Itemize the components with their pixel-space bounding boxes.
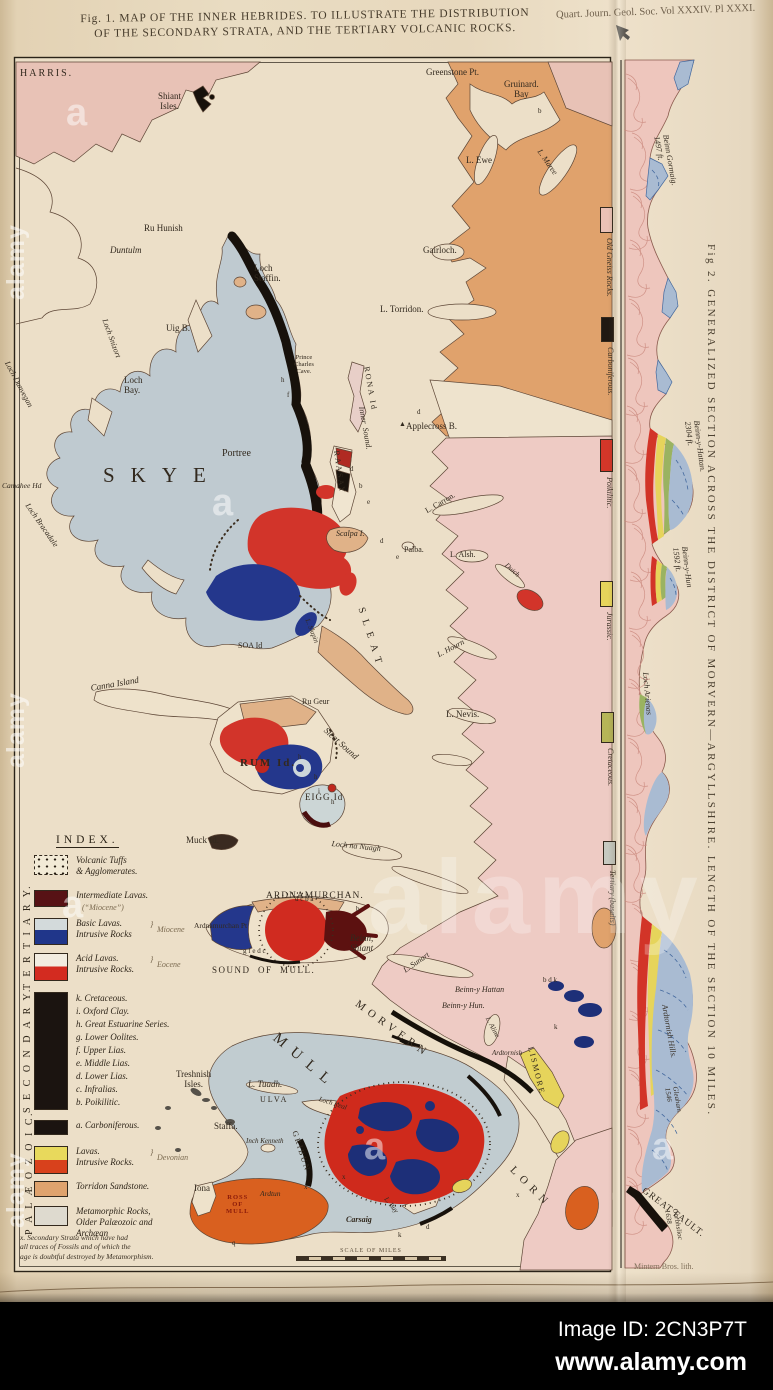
section-legend-swatch bbox=[600, 581, 613, 607]
section-legend-label: Jurassic. bbox=[605, 612, 614, 641]
map-label: h bbox=[314, 773, 318, 781]
map-label: e bbox=[396, 553, 400, 561]
map-artwork bbox=[0, 25, 773, 1293]
map-label: RUM Id. bbox=[240, 757, 297, 769]
scale-bar: SCALE OF MILES bbox=[296, 1248, 446, 1261]
map-label: b bbox=[538, 107, 542, 115]
map-label: b bbox=[359, 482, 363, 490]
map-label: Greenstone Pt. bbox=[426, 67, 479, 77]
map-label: L. Nevis. bbox=[446, 709, 480, 719]
map-label: d bbox=[426, 1223, 430, 1231]
map-label: h bbox=[331, 798, 335, 806]
map-label: Shiant Isles. bbox=[158, 91, 182, 111]
map-label: Muck Id. bbox=[186, 835, 219, 845]
map-label: Ardnamurchan Pt bbox=[194, 921, 248, 930]
map-label: h bbox=[281, 376, 285, 384]
section-legend-swatch bbox=[601, 712, 614, 743]
map-label: Ardtun bbox=[260, 1189, 281, 1198]
map-label: SKYE bbox=[103, 463, 222, 487]
map-label: Uig B. bbox=[166, 323, 191, 333]
section-label: Gleaham. 1546 bbox=[663, 1085, 684, 1115]
map-label: Camahee Hd bbox=[2, 481, 42, 490]
map-label: Loch Staffin. bbox=[254, 263, 281, 283]
section-legend-label: Cretaceous. bbox=[606, 748, 615, 787]
map-label: Palba. bbox=[404, 545, 424, 554]
map-label: ULVA bbox=[260, 1095, 289, 1104]
map-label: Scalpa I. bbox=[336, 529, 365, 538]
map-label: x bbox=[342, 1173, 346, 1181]
map-label: d bbox=[417, 408, 421, 416]
map-label: b d k bbox=[543, 976, 557, 984]
scale-bar-label: SCALE OF MILES bbox=[340, 1248, 402, 1254]
map-label: e bbox=[367, 498, 371, 506]
map-label: SOUND OF MULL. bbox=[212, 965, 316, 975]
map-label: d c b a bbox=[295, 895, 314, 903]
map-label: Ardtornish bbox=[492, 1049, 523, 1057]
map-label: Ru Geur bbox=[302, 697, 330, 706]
map-label: g f e d c bbox=[243, 947, 266, 955]
section-legend-swatch bbox=[603, 841, 616, 865]
map-label: ▲ bbox=[399, 420, 406, 428]
map-label: Inch Kenneth bbox=[246, 1137, 284, 1145]
map-label: b bbox=[356, 905, 360, 913]
section-legend-swatch bbox=[600, 207, 613, 233]
map-label: L. Alsh. bbox=[450, 550, 476, 559]
scale-bar-rule bbox=[296, 1256, 446, 1261]
map-label: d bbox=[350, 465, 354, 473]
map-label: ARDNAMURCHAN. bbox=[266, 891, 364, 901]
map-label: ROSS OF MULL bbox=[226, 1194, 250, 1216]
map-label: q bbox=[232, 1239, 236, 1247]
map-plate-photo: Fig. 1. MAP OF THE INNER HEBRIDES. TO IL… bbox=[0, 0, 773, 1302]
map-label: x bbox=[516, 1191, 520, 1199]
lithographer-credit: Mintern Bros. lith. bbox=[634, 1262, 694, 1271]
map-label: L. Torridon. bbox=[380, 304, 424, 314]
section-legend-label: Carboniferous. bbox=[606, 347, 615, 396]
map-label: Treshnish Isles. bbox=[176, 1069, 212, 1089]
section-legend-label: Poikilitic. bbox=[605, 477, 614, 509]
section-legend-label: Tertiary (basalts) bbox=[608, 870, 617, 926]
alamy-url-text: www.alamy.com bbox=[555, 1348, 747, 1376]
map-label: h bbox=[298, 753, 302, 761]
map-label: L. Ewe bbox=[466, 155, 492, 165]
map-label: Ru Hunish bbox=[144, 223, 183, 233]
map-label: i bbox=[318, 787, 320, 795]
map-label: Beinn-y Hun. bbox=[442, 1001, 485, 1010]
map-label: Staffa. bbox=[214, 1121, 238, 1131]
map-label: k bbox=[398, 1231, 402, 1239]
map-label: Gairloch. bbox=[423, 245, 457, 255]
map-label: k bbox=[554, 1023, 558, 1031]
map-label: Carsaig bbox=[346, 1215, 372, 1224]
map-label: Prince Charles Cave. bbox=[294, 354, 314, 376]
map-label: Beinn-y Hattan bbox=[455, 985, 505, 994]
map-label: d bbox=[380, 537, 384, 545]
map-label: f bbox=[287, 391, 290, 399]
alamy-watermark-bar: Image ID: 2CN3P7T www.alamy.com bbox=[0, 1302, 773, 1390]
image-id-text: Image ID: 2CN3P7T bbox=[557, 1318, 747, 1341]
map-label: SOA Id bbox=[238, 641, 263, 650]
map-label: Iona bbox=[194, 1183, 210, 1193]
map-label: x bbox=[304, 1183, 308, 1191]
map-label: Applecross B. bbox=[406, 421, 457, 431]
section-legend-swatch bbox=[600, 439, 613, 472]
map-label: EIGG Id bbox=[305, 792, 344, 802]
map-label: Portree bbox=[222, 448, 251, 459]
map-label: Loch Bay. bbox=[124, 375, 143, 395]
section-legend-label: Old Gneiss Rocks. bbox=[605, 238, 614, 297]
section-label: Beinn-y-Hun 1592 ft. bbox=[671, 545, 695, 588]
map-label: Duntulm bbox=[110, 245, 142, 255]
map-label: HARRIS. bbox=[20, 68, 74, 79]
fig2-caption: Fig 2. GENERALIZED SECTION ACROSS THE DI… bbox=[705, 244, 717, 1117]
map-label: Gruinard. Bay bbox=[504, 79, 539, 99]
map-label: Beinn, Shiant bbox=[350, 933, 374, 953]
map-label: L. Tuadh. bbox=[248, 1079, 283, 1089]
section-legend-swatch bbox=[601, 317, 614, 342]
